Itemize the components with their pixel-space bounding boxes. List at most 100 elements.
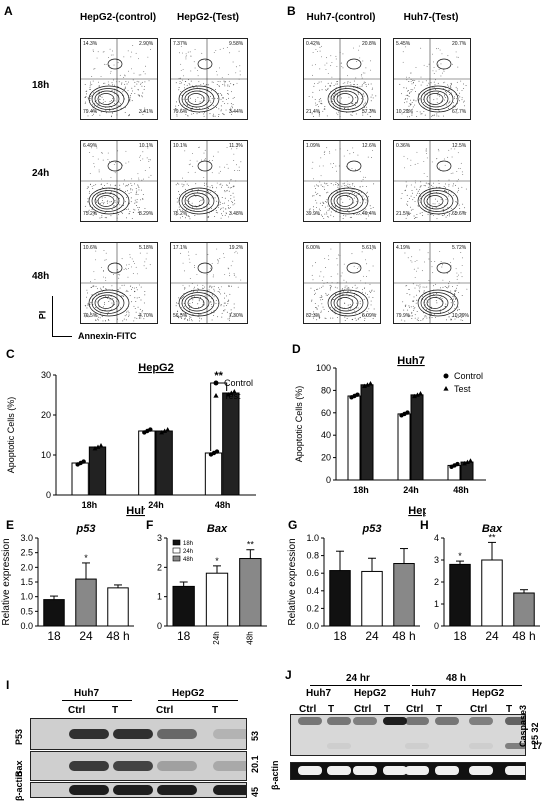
event-dot bbox=[111, 285, 112, 286]
event-dot bbox=[325, 86, 326, 87]
event-dot bbox=[138, 94, 139, 95]
event-dot bbox=[108, 319, 109, 320]
event-dot bbox=[220, 171, 221, 172]
event-dot bbox=[224, 298, 225, 299]
event-dot bbox=[326, 318, 327, 319]
contour-line bbox=[198, 263, 212, 273]
event-dot bbox=[368, 84, 369, 85]
event-dot bbox=[330, 85, 331, 86]
event-dot bbox=[110, 101, 111, 102]
event-dot bbox=[191, 114, 192, 115]
event-dot bbox=[130, 257, 131, 258]
event-dot bbox=[335, 287, 336, 288]
event-dot bbox=[109, 65, 110, 66]
event-dot bbox=[141, 86, 142, 87]
event-dot bbox=[459, 208, 460, 209]
event-dot bbox=[412, 301, 413, 302]
event-dot bbox=[90, 87, 91, 88]
event-dot bbox=[218, 116, 219, 117]
event-dot bbox=[323, 165, 324, 166]
quadrant-upper-right: 19.2% bbox=[229, 245, 243, 251]
y-tick-label: 2 bbox=[434, 577, 439, 587]
event-dot bbox=[422, 215, 423, 216]
event-dot bbox=[458, 190, 459, 191]
event-dot bbox=[239, 65, 240, 66]
event-dot bbox=[312, 97, 313, 98]
quadrant-upper-right: 12.6% bbox=[362, 143, 376, 149]
event-dot bbox=[362, 289, 363, 290]
event-dot bbox=[199, 315, 200, 316]
event-dot bbox=[443, 287, 444, 288]
event-dot bbox=[103, 271, 104, 272]
event-dot bbox=[104, 64, 105, 65]
y-tick-label: 80 bbox=[321, 385, 331, 395]
event-dot bbox=[356, 288, 357, 289]
event-dot bbox=[413, 106, 414, 107]
event-dot bbox=[366, 193, 367, 194]
protein-band bbox=[69, 729, 109, 739]
event-dot bbox=[445, 187, 446, 188]
event-dot bbox=[357, 155, 358, 156]
event-dot bbox=[119, 204, 120, 205]
event-dot bbox=[439, 69, 440, 70]
event-dot bbox=[202, 200, 203, 201]
contour-line bbox=[437, 263, 451, 273]
event-dot bbox=[405, 98, 406, 99]
quadrant-lower-right: 3.48% bbox=[229, 211, 243, 217]
event-dot bbox=[205, 194, 206, 195]
event-dot bbox=[344, 82, 345, 83]
event-dot bbox=[224, 274, 225, 275]
event-dot bbox=[112, 84, 113, 85]
event-dot bbox=[321, 56, 322, 57]
event-dot bbox=[323, 218, 324, 219]
event-dot bbox=[114, 85, 115, 86]
event-dot bbox=[449, 94, 450, 95]
contour-line bbox=[188, 196, 204, 207]
event-dot bbox=[409, 96, 410, 97]
event-dot bbox=[419, 200, 420, 201]
event-dot bbox=[345, 287, 346, 288]
event-dot bbox=[415, 318, 416, 319]
event-dot bbox=[404, 320, 405, 321]
event-dot bbox=[445, 286, 446, 287]
event-dot bbox=[216, 212, 217, 213]
event-dot bbox=[188, 215, 189, 216]
event-dot bbox=[180, 217, 181, 218]
event-dot bbox=[204, 183, 205, 184]
data-point bbox=[148, 427, 152, 431]
event-dot bbox=[323, 307, 324, 308]
event-dot bbox=[346, 281, 347, 282]
event-dot bbox=[210, 286, 211, 287]
event-dot bbox=[422, 212, 423, 213]
legend-swatch bbox=[173, 540, 180, 545]
event-dot bbox=[436, 114, 437, 115]
event-dot bbox=[128, 71, 129, 72]
event-dot bbox=[428, 259, 429, 260]
event-dot bbox=[446, 104, 447, 105]
event-dot bbox=[360, 317, 361, 318]
y-axis-label: Relative expression bbox=[287, 538, 298, 625]
event-dot bbox=[213, 105, 214, 106]
quadrant-lower-left: 79.5% bbox=[83, 313, 97, 319]
event-dot bbox=[350, 304, 351, 305]
event-dot bbox=[412, 315, 413, 316]
contour-line bbox=[427, 196, 443, 207]
event-dot bbox=[449, 101, 450, 102]
event-dot bbox=[177, 183, 178, 184]
event-dot bbox=[415, 164, 416, 165]
event-dot bbox=[408, 90, 409, 91]
event-dot bbox=[347, 75, 348, 76]
event-dot bbox=[457, 88, 458, 89]
event-dot bbox=[107, 183, 108, 184]
event-dot bbox=[225, 303, 226, 304]
event-dot bbox=[143, 179, 144, 180]
event-dot bbox=[226, 110, 227, 111]
event-dot bbox=[233, 98, 234, 99]
event-dot bbox=[225, 209, 226, 210]
event-dot bbox=[325, 267, 326, 268]
event-dot bbox=[314, 294, 315, 295]
event-dot bbox=[133, 261, 134, 262]
flow-plot: 6.49%10.1%75.2%8.29% bbox=[80, 140, 158, 222]
event-dot bbox=[121, 108, 122, 109]
event-dot bbox=[149, 167, 150, 168]
